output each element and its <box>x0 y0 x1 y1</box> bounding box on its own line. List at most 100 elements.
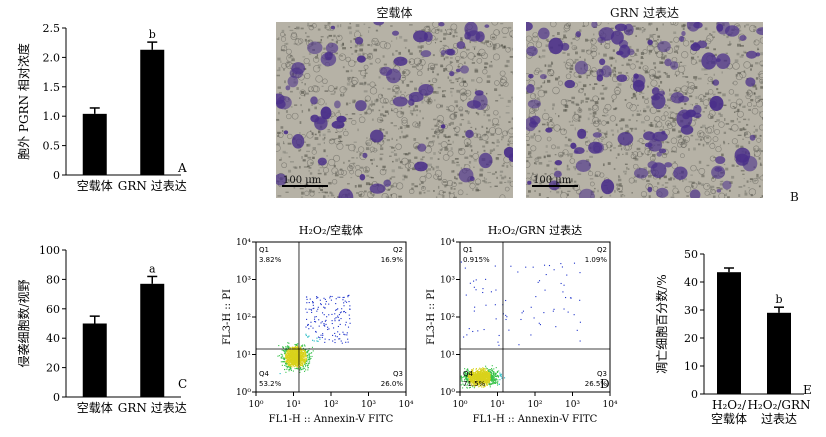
event-dot <box>480 373 482 375</box>
pore-speck <box>276 69 281 72</box>
pore-speck <box>416 114 418 117</box>
pore-speck <box>341 94 344 98</box>
pore-speck <box>563 36 567 39</box>
event-dot <box>285 349 287 351</box>
event-dot <box>463 371 465 373</box>
event-dot <box>297 350 299 352</box>
event-dot <box>305 364 307 366</box>
event-dot <box>308 335 310 337</box>
pore-speck <box>327 195 330 197</box>
invaded-cell <box>478 152 493 169</box>
event-dot <box>468 374 470 376</box>
event-dot <box>290 352 292 354</box>
pore-speck <box>395 158 399 162</box>
event-dot <box>483 386 485 388</box>
invaded-cell <box>373 22 385 26</box>
pore-speck <box>289 161 294 163</box>
pore-speck <box>501 164 505 167</box>
event-dot <box>496 370 498 372</box>
membrane-pore <box>431 77 438 83</box>
pore-speck <box>284 152 288 154</box>
pore-speck <box>589 108 593 111</box>
pore-speck <box>620 127 624 130</box>
pore-speck <box>552 103 555 107</box>
membrane-pore <box>469 182 476 190</box>
event-dot <box>295 358 297 360</box>
event-dot <box>464 384 466 386</box>
event-dot <box>492 376 494 378</box>
pore-speck <box>625 124 629 127</box>
event-dot <box>282 357 284 359</box>
invaded-cell <box>475 31 485 43</box>
event-dot <box>336 336 338 338</box>
pore-speck <box>499 181 503 184</box>
y-tick-label: 0 <box>53 391 60 404</box>
pore-speck <box>546 197 549 198</box>
pore-speck <box>646 179 650 183</box>
pore-speck <box>443 32 447 36</box>
membrane-pore <box>436 115 445 123</box>
event-dot <box>497 375 499 378</box>
membrane-pore <box>413 57 422 66</box>
event-dot <box>294 354 296 356</box>
event-dot <box>464 267 466 269</box>
pore-speck <box>359 34 363 37</box>
pore-speck <box>342 47 346 50</box>
invaded-cell <box>440 124 446 129</box>
pore-speck <box>734 93 739 97</box>
event-dot <box>288 345 290 347</box>
pore-speck <box>707 185 709 187</box>
y-axis-label: 胞外 PGRN 相对浓度 <box>16 43 31 160</box>
pore-speck <box>629 127 634 130</box>
pore-speck <box>691 185 694 188</box>
event-dot <box>497 381 499 383</box>
membrane-pore <box>649 74 656 80</box>
pore-speck <box>301 110 304 113</box>
event-dot <box>287 364 289 366</box>
pore-speck <box>295 26 300 30</box>
event-dot <box>489 372 491 374</box>
pore-speck <box>380 145 383 147</box>
pore-speck <box>307 165 310 168</box>
pore-speck <box>505 112 510 114</box>
membrane-pore <box>582 22 589 27</box>
pore-speck <box>723 104 727 107</box>
pore-speck <box>310 130 312 133</box>
event-dot <box>283 358 286 361</box>
pore-speck <box>353 38 357 41</box>
event-dot <box>331 295 333 298</box>
quadrant-percent: 71.5% <box>463 380 486 388</box>
pore-speck <box>427 68 430 71</box>
event-dot <box>292 350 294 352</box>
event-dot <box>477 376 479 378</box>
event-dot <box>286 355 288 357</box>
event-dot <box>464 375 466 377</box>
pore-speck <box>424 96 427 98</box>
pore-speck <box>354 61 357 63</box>
event-dot <box>292 365 294 367</box>
pore-speck <box>375 149 378 151</box>
event-dot <box>324 307 326 309</box>
pore-speck <box>317 28 321 31</box>
event-dot <box>300 354 302 356</box>
event-dot <box>311 352 313 354</box>
event-dot <box>471 375 473 377</box>
pore-speck <box>504 175 507 179</box>
event-dot <box>496 375 498 378</box>
pore-speck <box>378 118 382 120</box>
membrane-pore <box>616 185 623 192</box>
membrane-pore <box>642 49 648 55</box>
event-dot <box>479 382 481 384</box>
event-dot <box>307 359 309 361</box>
pore-speck <box>567 193 569 196</box>
event-dot <box>278 355 280 357</box>
event-dot <box>305 355 308 357</box>
event-dot <box>310 352 312 354</box>
pore-speck <box>284 45 286 49</box>
pore-speck <box>371 100 373 104</box>
event-dot <box>307 323 309 326</box>
event-dot <box>482 370 484 372</box>
event-dot <box>280 353 282 355</box>
pore-speck <box>636 48 639 52</box>
event-dot <box>493 378 495 380</box>
